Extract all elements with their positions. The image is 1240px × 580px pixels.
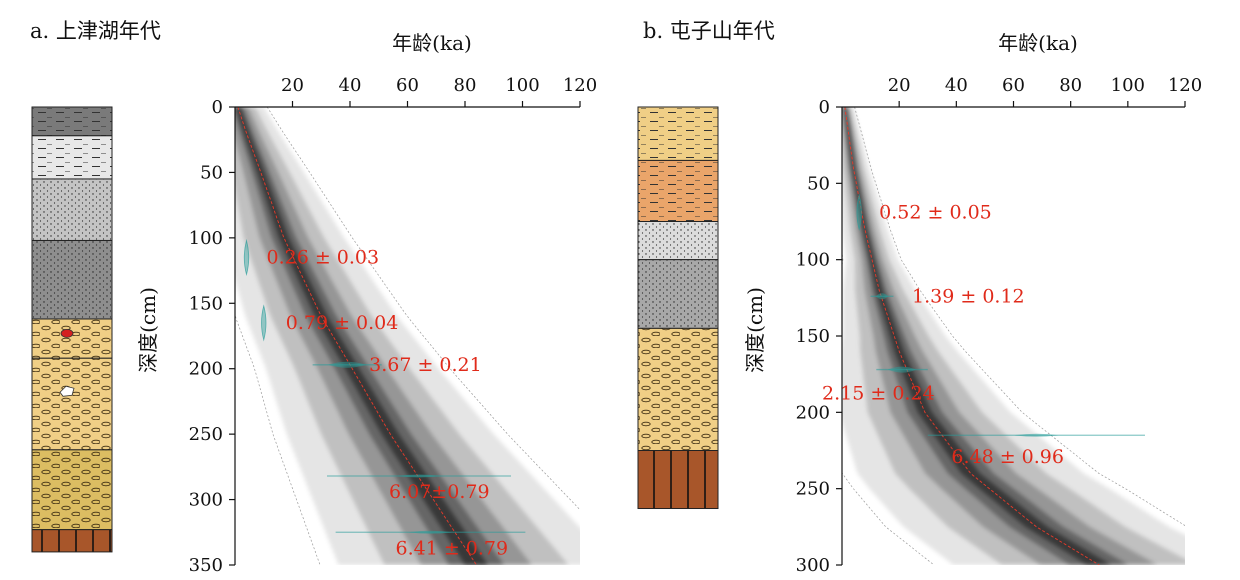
date-distribution xyxy=(1014,433,1059,437)
date-distribution xyxy=(328,361,367,368)
date-label: 0.52 ± 0.05 xyxy=(879,201,992,223)
x-tick-label: 100 xyxy=(1111,75,1145,96)
date-label: 2.15 ± 0.24 xyxy=(822,383,935,405)
age-model-bound xyxy=(266,107,580,511)
x-tick-label: 80 xyxy=(1059,75,1082,96)
age-model-median xyxy=(237,107,477,565)
y-tick-label: 0 xyxy=(212,97,223,118)
age-model-uncertainty xyxy=(235,107,532,565)
age-model-uncertainty xyxy=(844,107,1112,565)
x-tick-label: 60 xyxy=(396,75,419,96)
stratum-pattern xyxy=(31,106,113,137)
date-label: 6.41 ± 0.79 xyxy=(396,537,509,559)
age-model-median xyxy=(844,107,1100,565)
date-distribution xyxy=(261,304,267,342)
stratum-pattern xyxy=(31,318,113,359)
age-model-uncertainty xyxy=(843,107,1129,565)
y-tick-label: 100 xyxy=(796,250,830,271)
y-tick-label: 100 xyxy=(189,228,223,249)
date-label: 0.26 ± 0.03 xyxy=(267,246,380,268)
red-nodule-icon xyxy=(60,328,74,338)
x-tick-label: 40 xyxy=(339,75,362,96)
stratum-pattern xyxy=(31,357,113,451)
panel-b-stratigraphy-column xyxy=(637,106,719,510)
x-tick-label: 120 xyxy=(1168,75,1202,96)
panel-b-ylabel: 深度(cm) xyxy=(743,287,767,373)
age-model-uncertainty xyxy=(842,107,1158,565)
stratum-pattern xyxy=(31,449,113,531)
x-tick-label: 60 xyxy=(1002,75,1025,96)
stratum-pattern xyxy=(637,221,719,261)
white-clast-icon xyxy=(59,385,75,397)
panel-a-xlabel: 年龄(ka) xyxy=(392,31,472,55)
stratum-pattern xyxy=(637,106,719,161)
date-distribution xyxy=(408,530,453,534)
date-label: 6.07±0.79 xyxy=(389,481,490,503)
date-distribution xyxy=(875,293,889,300)
date-label: 1.39 ± 0.12 xyxy=(912,285,1025,307)
stratum-pattern xyxy=(31,178,113,241)
y-tick-label: 50 xyxy=(200,162,223,183)
x-tick-label: 40 xyxy=(945,75,968,96)
panel-a-title: a. 上津湖年代 xyxy=(30,19,161,43)
x-tick-label: 20 xyxy=(888,75,911,96)
stratum-pattern xyxy=(31,135,113,180)
age-model-bound xyxy=(842,248,935,565)
x-tick-label: 100 xyxy=(505,75,539,96)
x-tick-label: 120 xyxy=(563,75,597,96)
y-tick-label: 250 xyxy=(189,424,223,445)
date-distribution xyxy=(397,474,441,478)
panel-b-plot: 20 40 60 80 100 120 0 50 100 150 200 250 300 0.52 ± 0… xyxy=(796,75,1203,576)
date-distribution xyxy=(856,193,862,231)
panel-b-xlabel: 年龄(ka) xyxy=(998,31,1078,55)
age-model-bound xyxy=(235,313,321,565)
date-label: 0.79 ± 0.04 xyxy=(286,312,399,334)
panel-b-title: b. 屯子山年代 xyxy=(643,19,775,43)
y-tick-label: 150 xyxy=(796,326,830,347)
panel-a: a. 上津湖年代 年龄(ka) 深度(cm) 20 40 60 80 100 120 0 50… xyxy=(30,19,598,576)
x-tick-label: 80 xyxy=(454,75,477,96)
y-tick-label: 200 xyxy=(189,359,223,380)
panel-a-plot: 20 40 60 80 100 120 0 50 100 150 200 250 300 350 0.26 … xyxy=(189,75,598,576)
y-tick-label: 200 xyxy=(796,402,830,423)
y-tick-label: 300 xyxy=(189,490,223,511)
x-tick-label: 20 xyxy=(281,75,304,96)
panel-a-stratigraphy-column xyxy=(31,106,113,553)
y-tick-label: 250 xyxy=(796,479,830,500)
stratum-pattern xyxy=(31,529,113,553)
date-distribution xyxy=(887,366,917,373)
y-tick-label: 50 xyxy=(807,173,830,194)
age-model-band xyxy=(842,107,1185,565)
date-label: 3.67 ± 0.21 xyxy=(369,354,482,376)
y-tick-label: 0 xyxy=(819,97,830,118)
stratum-pattern xyxy=(31,239,113,320)
date-label: 6.48 ± 0.96 xyxy=(951,446,1064,468)
panel-b: b. 屯子山年代 年龄(ka) 深度(cm) 20 40 60 80 100 120 0 50… xyxy=(637,19,1203,576)
age-model-uncertainty xyxy=(235,107,580,565)
stratum-pattern xyxy=(637,259,719,329)
y-tick-label: 150 xyxy=(189,293,223,314)
y-tick-label: 350 xyxy=(189,555,223,576)
y-tick-label: 300 xyxy=(796,555,830,576)
stratum-pattern xyxy=(637,159,719,222)
stratum-pattern xyxy=(637,327,719,451)
stratum-pattern xyxy=(637,450,719,510)
age-model-band xyxy=(235,107,580,565)
date-distribution xyxy=(243,238,250,277)
panel-a-ylabel: 深度(cm) xyxy=(136,287,160,373)
